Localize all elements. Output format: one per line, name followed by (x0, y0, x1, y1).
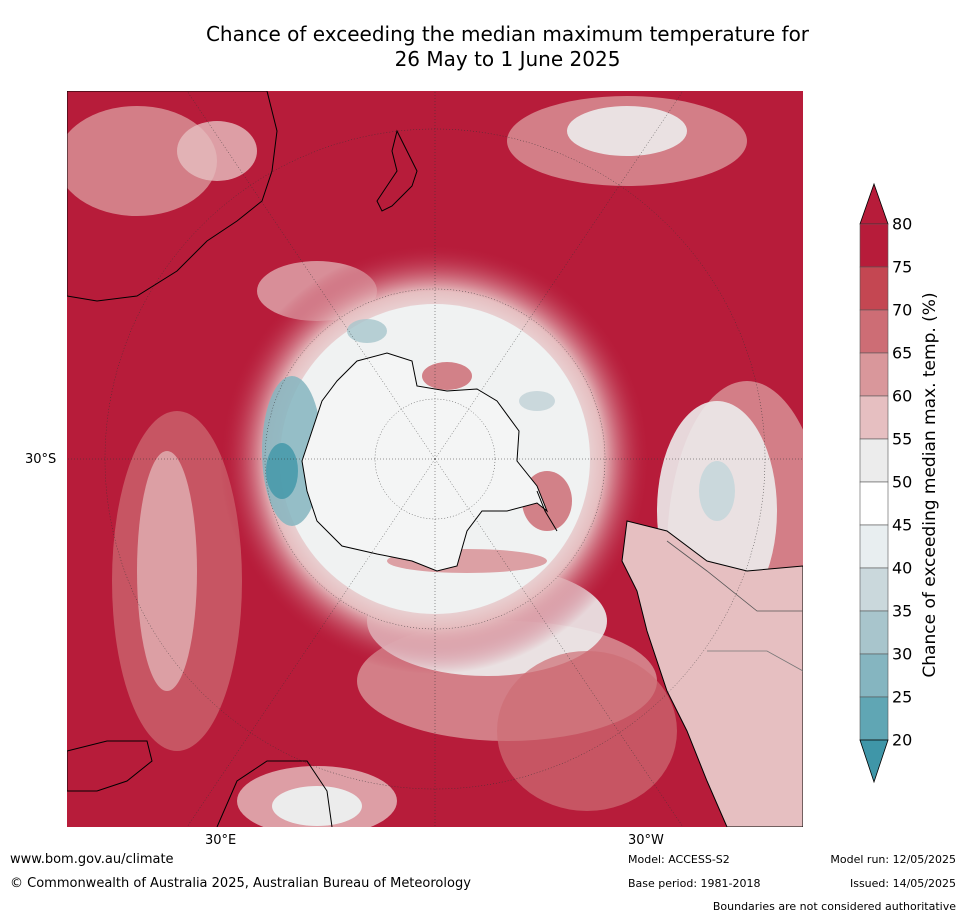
africa-coastline (67, 740, 153, 792)
colorbar-tick-label: 75 (892, 257, 913, 277)
disclaimer-text: Boundaries are not considered authoritat… (712, 900, 956, 913)
colorbar-cell (859, 524, 889, 569)
polar-map[interactable] (67, 91, 803, 827)
colorbar-tick-label: 45 (892, 515, 913, 535)
south-america-coastline (621, 520, 803, 827)
colorbar-cell (859, 438, 889, 483)
colorbar-tick-label: 80 (892, 214, 913, 234)
colorbar-tick-label: 30 (892, 644, 913, 664)
colorbar-tick-label: 50 (892, 472, 913, 492)
antarctica-coastline (301, 352, 549, 572)
lat-label: 30°S (25, 452, 57, 467)
colorbar-cell (859, 223, 889, 268)
new-zealand-coastline (376, 129, 418, 212)
colorbar-cell (859, 309, 889, 354)
colorbar-label: Chance of exceeding median max. temp. (%… (920, 292, 940, 678)
title-line-2: 26 May to 1 June 2025 (394, 47, 621, 71)
colorbar-tick-label: 65 (892, 343, 913, 363)
colorbar-tick-label: 35 (892, 601, 913, 621)
lon-label-east: 30°E (205, 833, 237, 848)
colorbar-cell (859, 352, 889, 397)
website-link[interactable]: www.bom.gov.au/climate (10, 852, 174, 867)
colorbar-cell (859, 610, 889, 655)
model-run-text: Model run: 12/05/2025 (830, 853, 956, 866)
colorbar-cell (859, 567, 889, 612)
model-text: Model: ACCESS-S2 (628, 853, 730, 866)
map-title: Chance of exceeding the median maximum t… (110, 22, 905, 72)
colorbar-tick-label: 70 (892, 300, 913, 320)
colorbar-extend-bottom (859, 739, 889, 784)
colorbar-tick-label: 40 (892, 558, 913, 578)
colorbar-cell (859, 696, 889, 741)
colorbar-cell (859, 653, 889, 698)
colorbar-cell (859, 395, 889, 440)
colorbar (859, 182, 889, 784)
colorbar-tick-label: 20 (892, 730, 913, 750)
colorbar-cell (859, 481, 889, 526)
colorbar-extend-top (859, 182, 889, 225)
colorbar-tick-label: 60 (892, 386, 913, 406)
base-period-text: Base period: 1981-2018 (628, 877, 761, 890)
title-line-1: Chance of exceeding the median maximum t… (205, 22, 810, 46)
copyright-text: © Commonwealth of Australia 2025, Austra… (10, 876, 471, 891)
colorbar-tick-label: 55 (892, 429, 913, 449)
lon-label-west: 30°W (628, 833, 664, 848)
map-canvas (67, 91, 803, 827)
issued-text: Issued: 14/05/2025 (849, 877, 956, 890)
graticule (67, 91, 803, 827)
colorbar-cell (859, 266, 889, 311)
colorbar-tick-label: 25 (892, 687, 913, 707)
australia-coastline (67, 91, 278, 302)
